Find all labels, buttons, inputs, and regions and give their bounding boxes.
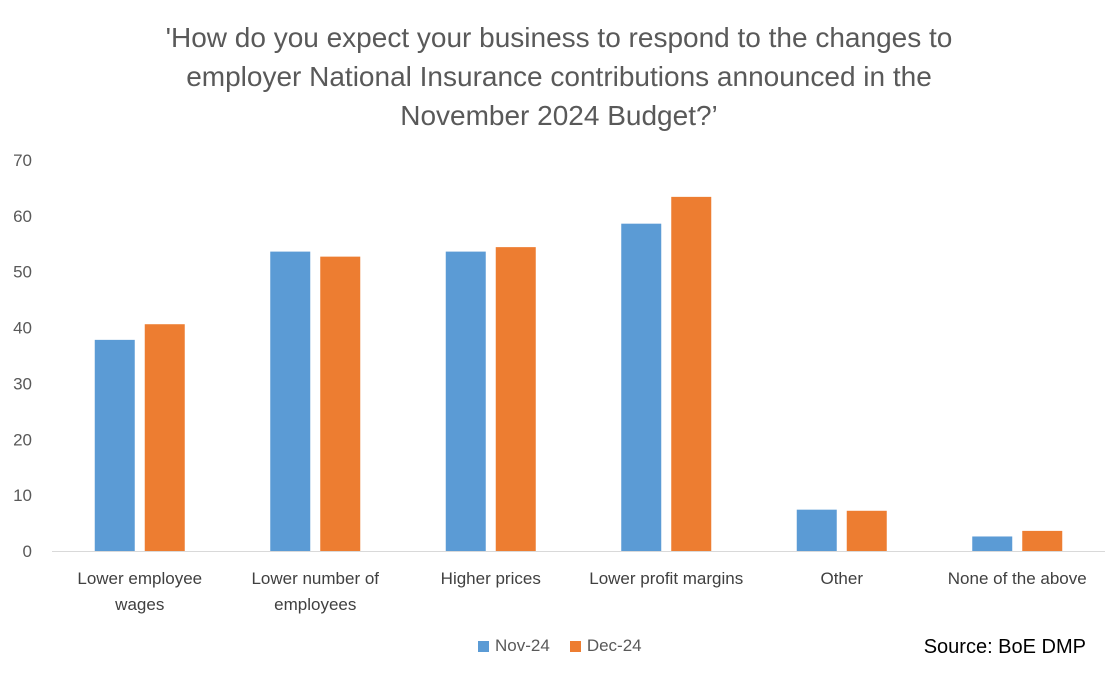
- x-category-label: None of the above: [948, 569, 1087, 588]
- source-note: Source: BoE DMP: [923, 636, 1086, 658]
- legend: Nov-24 Dec-24: [478, 636, 642, 656]
- legend-item-nov-24: Nov-24: [478, 636, 550, 656]
- bar-dec-24-lower-number-of-employees: [320, 256, 361, 551]
- bar-dec-24-lower-profit-margins: [671, 196, 712, 551]
- bar-dec-24-none-of-the-above: [1022, 530, 1063, 551]
- y-tick-label: 70: [13, 151, 32, 170]
- x-category-label: Lower employee wages: [77, 569, 202, 614]
- bar-dec-24-other: [846, 510, 887, 551]
- bar-nov-24-lower-profit-margins: [621, 223, 662, 552]
- y-tick-label: 0: [23, 542, 32, 561]
- chart-title-line-3: November 2024 Budget?’: [400, 100, 718, 131]
- y-tick-label: 30: [13, 374, 32, 393]
- legend-label-nov-24: Nov-24: [495, 636, 550, 655]
- legend-label-dec-24: Dec-24: [586, 636, 642, 655]
- bar-chart: 0 10 20 30 40 50 60 70 Lower employee wages Lower …: [13, 151, 1105, 614]
- legend-swatch-dec-24: [569, 640, 581, 652]
- x-category-label: Other: [820, 569, 863, 588]
- bar-nov-24-other: [796, 509, 837, 551]
- bar-nov-24-lower-employee-wages: [94, 339, 135, 551]
- x-category-label: Lower number of employees: [251, 569, 379, 614]
- y-tick-label: 20: [13, 430, 32, 449]
- legend-swatch-nov-24: [478, 640, 489, 652]
- x-category-label: Higher prices: [441, 569, 541, 588]
- y-tick-label: 60: [13, 207, 32, 226]
- y-tick-label: 10: [13, 486, 32, 505]
- bar-nov-24-none-of-the-above: [972, 536, 1013, 551]
- x-category-label: Lower profit margins: [589, 569, 743, 588]
- bar-nov-24-higher-prices: [445, 251, 486, 551]
- chart-title-line-1: 'How do you expect your business to resp…: [165, 22, 953, 53]
- y-tick-label: 40: [13, 319, 32, 338]
- legend-item-dec-24: Dec-24: [569, 636, 642, 656]
- y-tick-label: 50: [13, 263, 32, 282]
- bar-dec-24-lower-employee-wages: [144, 324, 185, 551]
- bar-nov-24-lower-number-of-employees: [270, 251, 311, 551]
- bar-dec-24-higher-prices: [495, 247, 536, 551]
- chart-title-line-2: employer National Insurance contribution…: [186, 61, 932, 92]
- chart-title: 'How do you expect your business to resp…: [0, 18, 1118, 135]
